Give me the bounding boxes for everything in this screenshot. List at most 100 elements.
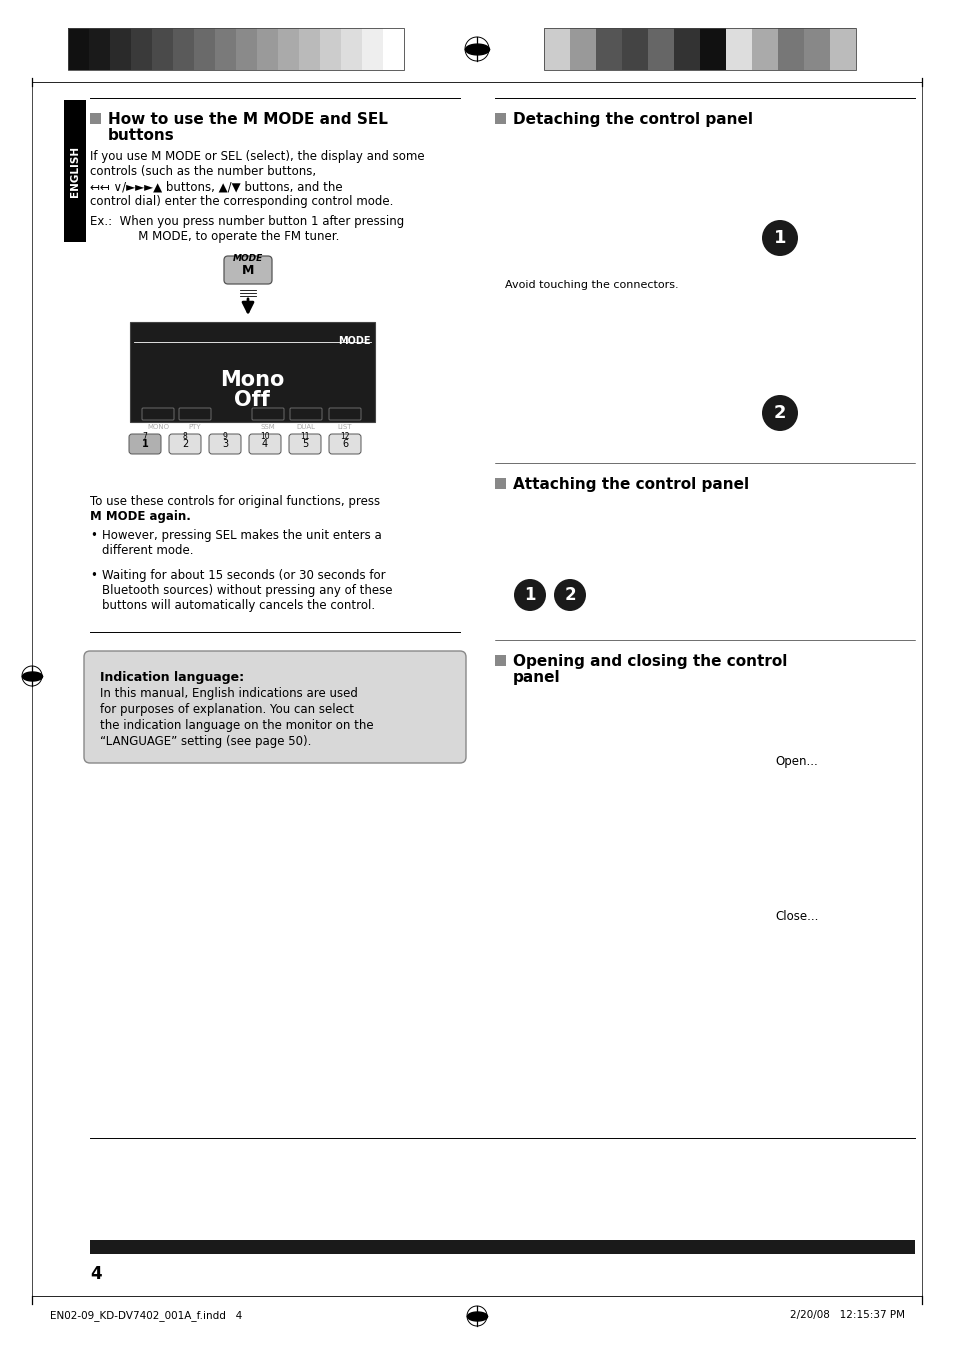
- Text: To use these controls for original functions, press: To use these controls for original funct…: [90, 495, 379, 508]
- Text: 1: 1: [141, 439, 149, 449]
- Text: •: •: [90, 529, 97, 542]
- Bar: [340, 28, 361, 70]
- Text: DUAL: DUAL: [296, 425, 315, 430]
- Text: the indication language on the monitor on the: the indication language on the monitor o…: [100, 719, 374, 731]
- Text: Indication language:: Indication language:: [100, 671, 244, 684]
- Text: 10: 10: [260, 433, 270, 441]
- Bar: [256, 28, 277, 70]
- Text: “LANGUAGE” setting (see page 50).: “LANGUAGE” setting (see page 50).: [100, 735, 311, 748]
- Bar: [382, 28, 403, 70]
- Bar: [361, 28, 382, 70]
- Text: •: •: [90, 569, 97, 581]
- Bar: [751, 28, 778, 70]
- Text: EN02-09_KD-DV7402_001A_f.indd   4: EN02-09_KD-DV7402_001A_f.indd 4: [50, 1310, 242, 1321]
- Bar: [596, 28, 621, 70]
- Text: Ex.:  When you press number button 1 after pressing: Ex.: When you press number button 1 afte…: [90, 215, 404, 228]
- Circle shape: [514, 579, 545, 611]
- Text: 3: 3: [222, 439, 228, 449]
- Text: Bluetooth sources) without pressing any of these: Bluetooth sources) without pressing any …: [102, 584, 392, 598]
- Bar: [298, 28, 319, 70]
- Text: M MODE, to operate the FM tuner.: M MODE, to operate the FM tuner.: [112, 230, 339, 243]
- Bar: [569, 28, 596, 70]
- Text: Detaching the control panel: Detaching the control panel: [513, 112, 752, 127]
- Text: Mono: Mono: [219, 370, 284, 389]
- Text: 12: 12: [340, 433, 350, 441]
- Bar: [319, 28, 340, 70]
- FancyBboxPatch shape: [84, 652, 465, 763]
- Text: Close...: Close...: [774, 910, 818, 923]
- Text: MODE: MODE: [338, 337, 371, 346]
- Bar: [110, 28, 131, 70]
- Circle shape: [761, 395, 797, 431]
- Circle shape: [761, 220, 797, 256]
- Bar: [68, 28, 403, 70]
- Bar: [193, 28, 214, 70]
- Text: However, pressing SEL makes the unit enters a: However, pressing SEL makes the unit ent…: [102, 529, 381, 542]
- Bar: [172, 28, 193, 70]
- Text: for purposes of explanation. You can select: for purposes of explanation. You can sel…: [100, 703, 354, 717]
- Text: 2: 2: [773, 404, 785, 422]
- Text: panel: panel: [513, 671, 560, 685]
- Text: 5: 5: [301, 439, 308, 449]
- Text: 4: 4: [262, 439, 268, 449]
- Text: Off: Off: [233, 389, 270, 410]
- Text: ENGLISH: ENGLISH: [70, 146, 80, 196]
- Text: Waiting for about 15 seconds (or 30 seconds for: Waiting for about 15 seconds (or 30 seco…: [102, 569, 385, 581]
- FancyBboxPatch shape: [169, 434, 201, 454]
- Text: buttons will automatically cancels the control.: buttons will automatically cancels the c…: [102, 599, 375, 612]
- Bar: [277, 28, 298, 70]
- Text: SSM: SSM: [260, 425, 275, 430]
- Text: ↤↤ ∨/►►►▲ buttons, ▲/▼ buttons, and the: ↤↤ ∨/►►►▲ buttons, ▲/▼ buttons, and the: [90, 180, 342, 193]
- Text: M MODE again.: M MODE again.: [90, 510, 191, 523]
- Text: 7: 7: [142, 433, 148, 441]
- Bar: [68, 28, 89, 70]
- Text: 4: 4: [90, 1265, 102, 1283]
- FancyBboxPatch shape: [289, 434, 320, 454]
- Bar: [495, 654, 505, 667]
- Bar: [725, 28, 751, 70]
- Bar: [829, 28, 855, 70]
- Bar: [504, 128, 834, 268]
- Bar: [504, 495, 804, 625]
- FancyBboxPatch shape: [129, 434, 161, 454]
- Circle shape: [554, 579, 585, 611]
- Bar: [152, 28, 172, 70]
- Text: 9: 9: [222, 433, 227, 441]
- Bar: [647, 28, 673, 70]
- Text: LIST: LIST: [337, 425, 352, 430]
- Bar: [700, 28, 725, 70]
- Text: Avoid touching the connectors.: Avoid touching the connectors.: [504, 280, 678, 289]
- Text: 2/20/08   12:15:37 PM: 2/20/08 12:15:37 PM: [789, 1310, 904, 1320]
- Text: 1: 1: [773, 228, 785, 247]
- Text: 8: 8: [182, 433, 187, 441]
- Text: PTY: PTY: [189, 425, 201, 430]
- Bar: [495, 479, 505, 489]
- Bar: [803, 28, 829, 70]
- Text: MONO: MONO: [147, 425, 169, 430]
- Bar: [90, 114, 101, 124]
- Bar: [621, 28, 647, 70]
- Bar: [504, 293, 834, 448]
- Bar: [504, 845, 764, 980]
- Text: different mode.: different mode.: [102, 544, 193, 557]
- Text: Opening and closing the control: Opening and closing the control: [513, 654, 786, 669]
- Bar: [89, 28, 110, 70]
- Text: M: M: [241, 264, 253, 277]
- Text: MODE: MODE: [233, 254, 263, 264]
- Text: If you use M MODE or SEL (select), the display and some: If you use M MODE or SEL (select), the d…: [90, 150, 424, 164]
- Bar: [543, 28, 855, 70]
- FancyBboxPatch shape: [249, 434, 281, 454]
- Bar: [673, 28, 700, 70]
- Bar: [778, 28, 803, 70]
- Bar: [543, 28, 569, 70]
- Text: Open...: Open...: [774, 756, 817, 768]
- Text: In this manual, English indications are used: In this manual, English indications are …: [100, 687, 357, 700]
- Bar: [495, 114, 505, 124]
- Text: 11: 11: [300, 433, 310, 441]
- Text: controls (such as the number buttons,: controls (such as the number buttons,: [90, 165, 315, 178]
- Text: 2: 2: [563, 585, 576, 604]
- Text: 1: 1: [524, 585, 536, 604]
- Text: control dial) enter the corresponding control mode.: control dial) enter the corresponding co…: [90, 195, 393, 208]
- Text: How to use the M MODE and SEL: How to use the M MODE and SEL: [108, 112, 388, 127]
- Bar: [64, 100, 86, 242]
